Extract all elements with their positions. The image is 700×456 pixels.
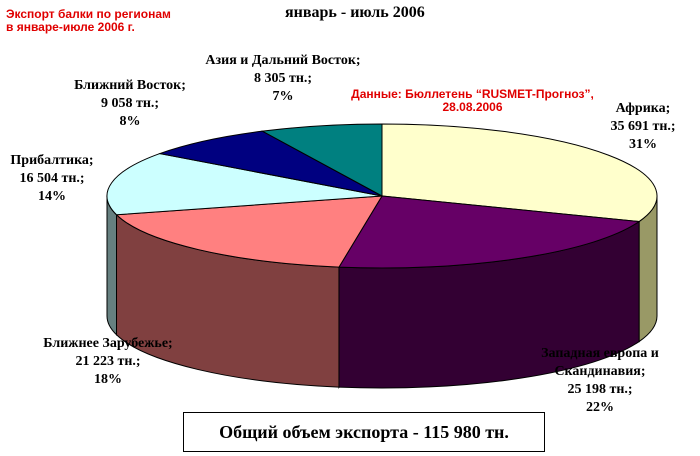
total-export-label: Общий объем экспорта - 115 980 тн. <box>219 422 509 442</box>
slice-label-western-europe-value: 25 198 тн.; <box>567 382 633 397</box>
slice-label-near-abroad-percent: 18% <box>94 372 122 387</box>
slice-label-asia-value: 8 305 тн.; <box>253 71 313 86</box>
slice-label-asia: Азия и Дальний Восток; 8 305 тн.; 7% <box>178 52 388 106</box>
chart-note: Экспорт балки по регионам в январе-июле … <box>6 8 171 34</box>
slice-label-near-abroad: Ближнее Зарубежье; 21 223 тн.; 18% <box>28 335 188 389</box>
slice-label-near-abroad-value: 21 223 тн.; <box>75 354 141 369</box>
slice-3-top <box>106 153 383 216</box>
slice-label-asia-percent: 7% <box>272 89 294 104</box>
slice-4-top <box>157 130 383 197</box>
slice-label-asia-name: Азия и Дальний Восток; <box>205 53 361 68</box>
source-note: Данные: Бюллетень “RUSMET-Прогноз”, 28.0… <box>330 88 615 114</box>
source-note-line1: Данные: Бюллетень “RUSMET-Прогноз”, <box>351 87 594 101</box>
slice-label-africa-value: 35 691 тн.; <box>610 119 676 134</box>
slice-label-middle-east: Ближний Восток; 9 058 тн.; 8% <box>55 77 205 131</box>
slice-label-africa-name: Африка; <box>615 101 671 116</box>
slice-3-side <box>106 195 118 336</box>
source-note-line2: 28.08.2006 <box>442 100 503 114</box>
chart-note-line2: в январе-июле 2006 г. <box>6 20 135 34</box>
slice-1-top <box>338 195 641 269</box>
slice-5-top <box>260 123 383 197</box>
chart-title: январь - июль 2006 <box>285 4 425 21</box>
slice-label-baltics-value: 16 504 тн.; <box>19 171 85 186</box>
slice-label-middle-east-value: 9 058 тн.; <box>100 96 160 111</box>
slice-0-top <box>381 123 658 223</box>
slice-label-africa: Африка; 35 691 тн.; 31% <box>603 100 683 154</box>
slice-label-baltics-name: Прибалтика; <box>10 153 94 168</box>
slice-label-africa-percent: 31% <box>629 137 657 152</box>
slice-label-near-abroad-name: Ближнее Зарубежье; <box>43 336 173 351</box>
slice-label-western-europe-name: Западная европа и Скандинавия; <box>541 346 659 379</box>
chart-note-line1: Экспорт балки по регионам <box>6 7 171 21</box>
slice-2-top <box>115 195 383 268</box>
slice-label-western-europe-percent: 22% <box>586 400 614 415</box>
slice-label-western-europe: Западная европа и Скандинавия; 25 198 тн… <box>520 345 680 417</box>
slice-label-baltics-percent: 14% <box>38 189 66 204</box>
slice-label-baltics: Прибалтика; 16 504 тн.; 14% <box>2 152 102 206</box>
total-export-box: Общий объем экспорта - 115 980 тн. <box>183 412 545 452</box>
slice-label-middle-east-percent: 8% <box>119 114 141 129</box>
slice-label-middle-east-name: Ближний Восток; <box>74 78 186 93</box>
